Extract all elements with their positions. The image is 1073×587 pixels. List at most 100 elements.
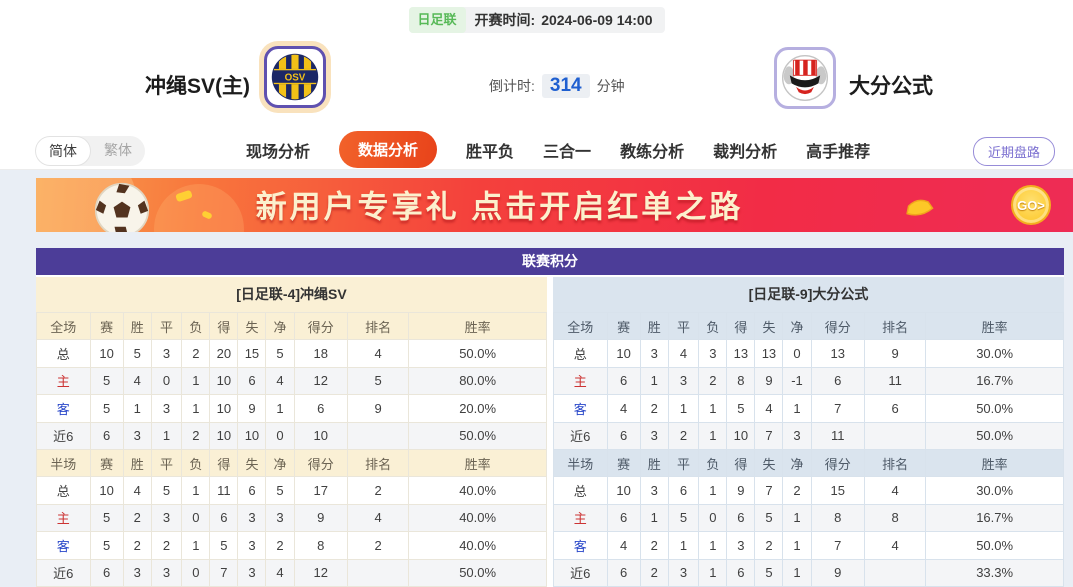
countdown-label: 倒计时: — [489, 78, 535, 94]
table-cell: 1 — [181, 366, 211, 396]
table-cell: 5 — [754, 558, 784, 587]
table-row: 总 10 4 5 1 11 6 5 17 2 40.0% — [36, 476, 547, 505]
table-cell: 40.0% — [408, 531, 547, 560]
lang-simplified-button[interactable]: 简体 — [35, 136, 91, 166]
table-cell: 40.0% — [408, 503, 547, 533]
table-cell: 2 — [667, 421, 700, 450]
table-cell: 9 — [754, 366, 784, 396]
column-header-cell: 失 — [754, 311, 784, 341]
go-button-label: GO> — [1017, 197, 1045, 213]
table-cell: 1 — [639, 366, 669, 396]
table-row: 总 10 3 4 3 13 13 0 13 9 30.0% — [553, 339, 1064, 368]
league-points-section: 联赛积分 [日足联-4]冲绳SV 全场赛胜平负得失净得分 排名 胜率总 10 5 3 2 20… — [36, 248, 1064, 587]
table-cell: 1 — [181, 531, 211, 560]
column-header-cell: 赛 — [606, 311, 641, 341]
column-header-cell: 半场 — [36, 448, 91, 478]
tab-live-analysis[interactable]: 现场分析 — [246, 143, 311, 161]
table-cell: 5 — [89, 503, 124, 533]
kickoff-label: 开赛时间: — [474, 12, 536, 28]
tab-win-draw-lose[interactable]: 胜平负 — [466, 143, 515, 161]
table-cell — [864, 421, 927, 450]
table-cell: 4 — [864, 531, 927, 560]
tab-data-analysis[interactable]: 数据分析 — [339, 131, 438, 168]
column-header-cell: 失 — [754, 448, 784, 478]
table-cell: 2 — [181, 421, 211, 450]
table-row: 总 10 3 6 1 9 7 2 15 4 30.0% — [553, 476, 1064, 505]
table-cell: 1 — [782, 394, 812, 423]
table-cell: 2 — [698, 366, 728, 396]
table-cell: 6 — [89, 421, 124, 450]
table-cell: 5 — [754, 503, 784, 533]
table-cell: 10 — [606, 476, 641, 505]
table-cell: 4 — [265, 558, 295, 587]
table-cell: 30.0% — [925, 476, 1064, 505]
table-cell: 1 — [639, 503, 669, 533]
table-cell: 2 — [782, 476, 812, 505]
table-cell: 15 — [810, 476, 866, 505]
column-header-cell: 负 — [181, 448, 211, 478]
lang-traditional-button[interactable]: 繁体 — [104, 142, 132, 158]
table-header-row: 半场赛胜平负得失净得分 排名 胜率 — [553, 448, 1064, 478]
column-header-cell: 赛 — [89, 311, 124, 341]
table-cell — [347, 421, 410, 450]
table-row: 客 5 1 3 1 10 9 1 6 9 20.0% — [36, 394, 547, 423]
table-cell: 33.3% — [925, 558, 1064, 587]
column-header-cell: 平 — [150, 448, 183, 478]
table-cell: 4 — [667, 339, 700, 368]
column-header-cell: 得 — [726, 311, 756, 341]
column-header-cell: 平 — [150, 311, 183, 341]
recent-handicap-button[interactable]: 近期盘路 — [972, 137, 1055, 166]
row-label-cell: 近6 — [553, 558, 608, 587]
table-cell: 17 — [293, 476, 349, 505]
table-cell: 2 — [150, 531, 183, 560]
table-cell: 15 — [237, 339, 267, 368]
column-header-cell: 平 — [667, 448, 700, 478]
column-header-cell: 全场 — [553, 311, 608, 341]
promo-banner[interactable]: 新用户专享礼 点击开启红单之路 GO> — [36, 178, 1073, 232]
nav-tabs: 现场分析 数据分析 胜平负 三合一 教练分析 裁判分析 高手推荐 — [246, 129, 870, 170]
column-header-cell: 半场 — [553, 448, 608, 478]
away-team-name: 大分公式 — [849, 75, 933, 98]
table-cell: 10 — [606, 339, 641, 368]
go-button[interactable]: GO> — [1011, 185, 1051, 225]
table-cell: 6 — [667, 476, 700, 505]
table-cell: 5 — [347, 366, 410, 396]
league-badge: 日足联 — [408, 7, 466, 33]
column-header-cell: 得分 — [293, 448, 349, 478]
table-cell: 6 — [606, 421, 641, 450]
table-cell: 6 — [606, 558, 641, 587]
table-cell — [347, 558, 410, 587]
match-info-bar: 日足联 开赛时间: 2024-06-09 14:00 — [408, 7, 665, 33]
tab-coach-analysis[interactable]: 教练分析 — [620, 143, 685, 161]
table-cell: 2 — [181, 339, 211, 368]
away-team-logo — [774, 47, 836, 109]
tab-three-in-one[interactable]: 三合一 — [543, 143, 592, 161]
home-team-stats-panel: [日足联-4]冲绳SV 全场赛胜平负得失净得分 排名 胜率总 10 5 3 2 20 15 5 18… — [36, 277, 547, 587]
column-header-cell: 失 — [237, 448, 267, 478]
table-cell: 4 — [347, 503, 410, 533]
table-row: 近6 6 2 3 1 6 5 1 9 33.3% — [553, 558, 1064, 587]
kickoff-time: 2024-06-09 14:00 — [541, 12, 653, 28]
table-row: 近6 6 3 3 0 7 3 4 12 50.0% — [36, 558, 547, 587]
league-points-body: [日足联-4]冲绳SV 全场赛胜平负得失净得分 排名 胜率总 10 5 3 2 20 15 5 18… — [36, 277, 1064, 587]
table-cell: 5 — [667, 503, 700, 533]
tab-expert-picks[interactable]: 高手推荐 — [806, 143, 871, 161]
table-cell: 3 — [237, 503, 267, 533]
row-label-cell: 主 — [36, 366, 91, 396]
table-cell: 1 — [782, 531, 812, 560]
table-cell: 6 — [237, 476, 267, 505]
column-header-cell: 胜率 — [408, 448, 547, 478]
tab-referee-analysis[interactable]: 裁判分析 — [713, 143, 778, 161]
table-cell: 6 — [606, 503, 641, 533]
gold-ingot-icon — [906, 199, 934, 216]
home-team-logo: OSV — [264, 46, 326, 108]
table-cell: 13 — [754, 339, 784, 368]
table-cell: 12 — [293, 366, 349, 396]
table-cell: 3 — [150, 558, 183, 587]
table-cell: 50.0% — [925, 421, 1064, 450]
table-cell: 0 — [698, 503, 728, 533]
table-cell: 3 — [667, 558, 700, 587]
table-cell: 5 — [122, 339, 152, 368]
table-cell: 3 — [237, 558, 267, 587]
table-cell: 2 — [639, 531, 669, 560]
